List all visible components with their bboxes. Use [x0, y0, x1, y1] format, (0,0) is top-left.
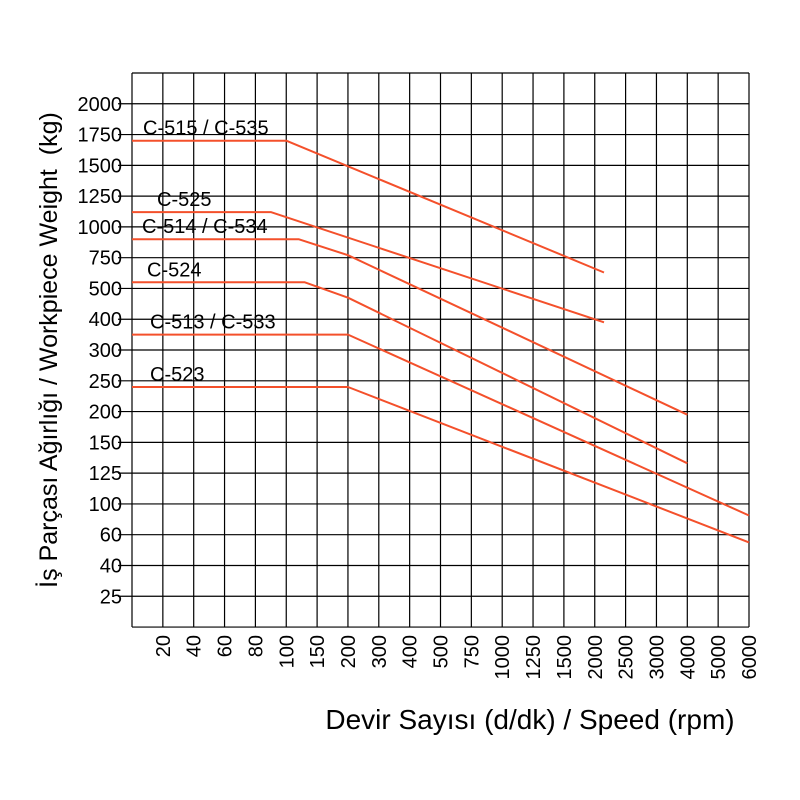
series-lines: [132, 139, 750, 544]
series-label-4: C-513 / C-533: [150, 312, 276, 334]
x-tick-label: 1250: [523, 635, 545, 680]
series-line-2: [132, 238, 688, 416]
x-tick-label: 40: [184, 635, 206, 657]
series-line-0: [132, 139, 605, 274]
series-line-3: [132, 281, 688, 465]
y-tick-label: 40: [100, 555, 122, 577]
series-label-2: C-514 / C-534: [142, 216, 268, 238]
x-tick-label: 1500: [554, 635, 576, 680]
x-tick-label: 6000: [739, 635, 761, 680]
y-tick-label: 60: [100, 525, 122, 547]
x-tick-label: 80: [245, 635, 267, 657]
x-tick-label: 4000: [677, 635, 699, 680]
series-label-0: C-515 / C-535: [143, 118, 269, 140]
y-tick-label: 125: [89, 463, 122, 485]
series-label-3: C-524: [147, 259, 201, 281]
x-tick-label: 1000: [492, 635, 514, 680]
x-tick-label: 300: [369, 635, 391, 668]
y-tick-label: 1750: [78, 125, 123, 147]
x-tick-label: 400: [400, 635, 422, 668]
series-line-1: [132, 211, 605, 324]
x-tick-label: 500: [431, 635, 453, 668]
x-tick-label: 100: [276, 635, 298, 668]
y-tick-label: 1250: [78, 186, 123, 208]
series-line-5: [132, 386, 750, 544]
x-tick-label: 200: [338, 635, 360, 668]
series-label-1: C-525: [157, 189, 211, 211]
y-tick-label: 250: [89, 371, 122, 393]
y-tick-label: 100: [89, 494, 122, 516]
x-tick-label: 60: [215, 635, 237, 657]
y-tick-label: 2000: [78, 94, 123, 116]
y-tick-label: 500: [89, 278, 122, 300]
y-tick-label: 400: [89, 309, 122, 331]
x-tick-label: 2000: [585, 635, 607, 680]
y-tick-label: 200: [89, 402, 122, 424]
x-tick-label: 20: [153, 635, 175, 657]
y-tick-label: 150: [89, 432, 122, 454]
x-tick-label: 750: [461, 635, 483, 668]
labels: 2000 1750 1500 1250 1000 750 500 400 300 250 200 15…: [78, 94, 762, 680]
x-tick-label: 3000: [646, 635, 668, 680]
series-label-5: C-523: [150, 364, 204, 386]
y-axis-title: İş Parçası Ağırlığı / Workpiece Weight (…: [34, 112, 63, 588]
x-tick-label: 2500: [616, 635, 638, 680]
y-tick-label: 750: [89, 248, 122, 270]
series-line-4: [132, 333, 750, 517]
y-tick-label: 1000: [78, 217, 123, 239]
x-tick-label: 150: [307, 635, 329, 668]
y-tick-label: 300: [89, 340, 122, 362]
x-tick-label: 5000: [708, 635, 730, 680]
y-tick-label: 25: [100, 586, 122, 608]
x-axis-title: Devir Sayısı (d/dk) / Speed (rpm): [325, 704, 734, 735]
grid: [118, 72, 750, 628]
y-tick-label: 1500: [78, 155, 123, 177]
